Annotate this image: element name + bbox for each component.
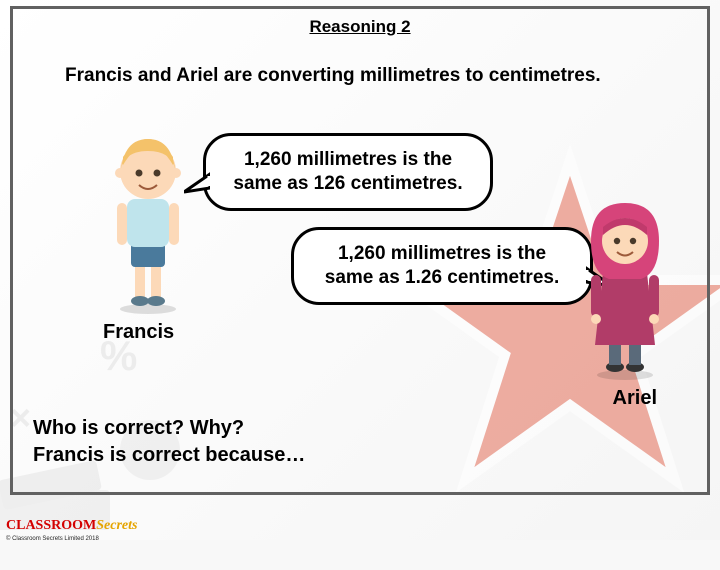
slide-title: Reasoning 2 [13, 17, 707, 37]
label-francis: Francis [103, 321, 174, 344]
logo-part2: Secrets [96, 518, 137, 533]
content-panel: Reasoning 2 Francis and Ariel are conver… [10, 6, 710, 495]
question-line1: Who is correct? Why? [33, 415, 305, 442]
character-ariel [579, 195, 671, 380]
question-block: Who is correct? Why? Francis is correct … [33, 415, 305, 469]
character-francis [105, 129, 191, 314]
speech-bubble-francis: 1,260 millimetres is the same as 126 cen… [203, 133, 493, 211]
logo-part1: CLASSROOM [6, 518, 96, 533]
speech-bubble-ariel: 1,260 millimetres is the same as 1.26 ce… [291, 227, 593, 305]
bubble1-tail [184, 170, 210, 196]
copyright-text: © Classroom Secrets Limited 2018 [6, 536, 99, 542]
label-ariel: Ariel [613, 387, 657, 410]
bubble2-text: 1,260 millimetres is the same as 1.26 ce… [325, 243, 560, 288]
question-line2: Francis is correct because… [33, 442, 305, 469]
bubble1-text: 1,260 millimetres is the same as 126 cen… [233, 149, 462, 194]
logo: CLASSROOMSecrets [6, 518, 137, 534]
intro-text: Francis and Ariel are converting millime… [65, 65, 707, 87]
